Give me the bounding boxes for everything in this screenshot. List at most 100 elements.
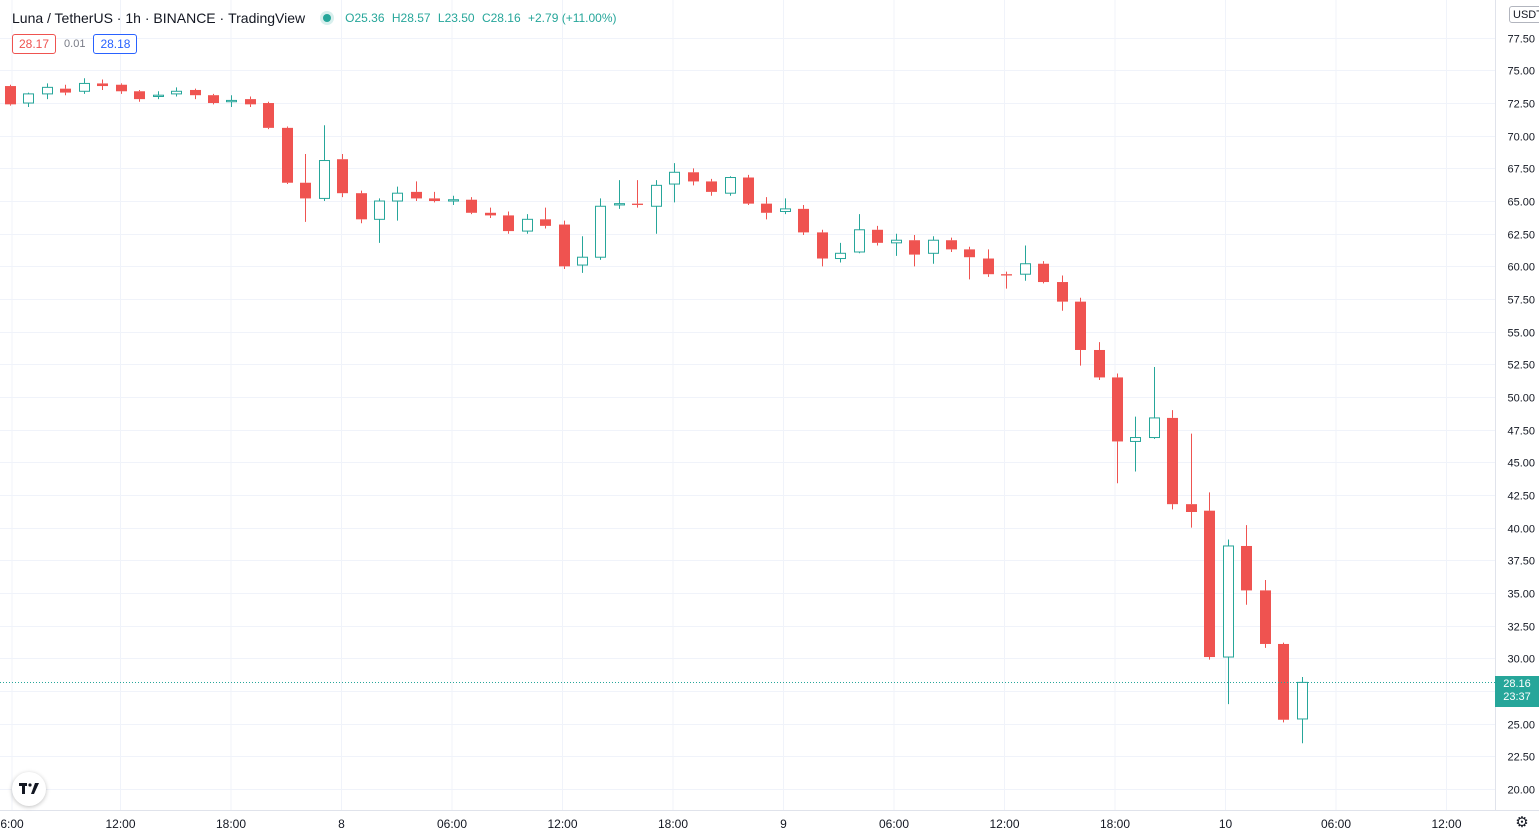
candle xyxy=(245,96,256,107)
symbol-title[interactable]: Luna / TetherUS xyxy=(12,10,113,26)
candle-body xyxy=(1075,301,1086,350)
candle-body xyxy=(337,159,348,194)
candle xyxy=(1038,261,1049,284)
candle-body xyxy=(928,239,939,254)
candle xyxy=(669,163,680,203)
candle xyxy=(134,89,145,102)
spread-value: 0.01 xyxy=(64,38,86,50)
candle xyxy=(798,204,809,236)
price-axis[interactable]: 20.0022.5025.0027.5030.0032.5035.0037.50… xyxy=(1507,34,1535,797)
price-tick-label: 67.50 xyxy=(1507,164,1535,176)
candle xyxy=(1223,539,1234,705)
candle-body xyxy=(153,94,164,98)
price-tick-label: 20.00 xyxy=(1507,785,1535,797)
sell-price-button[interactable]: 28.17 xyxy=(12,34,57,54)
price-tick-label: 47.50 xyxy=(1507,426,1535,438)
candle-body xyxy=(1186,504,1197,513)
candle-body xyxy=(97,83,108,87)
currency-selector[interactable]: USDT⌄ xyxy=(1509,6,1539,23)
currency-label: USDT xyxy=(1513,9,1539,21)
interval-label[interactable]: 1h xyxy=(125,10,141,26)
candle xyxy=(263,101,274,130)
price-tick-label: 62.50 xyxy=(1507,230,1535,242)
candle-body xyxy=(42,86,53,95)
candle xyxy=(503,211,514,234)
candle-body xyxy=(1241,545,1252,591)
candle-body xyxy=(669,171,680,185)
candle xyxy=(1204,492,1215,660)
candle xyxy=(1057,275,1068,311)
candle-body xyxy=(577,256,588,266)
candle xyxy=(190,88,201,100)
candle-body xyxy=(282,127,293,183)
candle xyxy=(964,246,975,280)
candle xyxy=(485,207,496,219)
candle xyxy=(60,84,71,96)
candle-body xyxy=(190,89,201,96)
last-price-value: 28.16 xyxy=(1503,678,1531,690)
candle xyxy=(780,198,791,215)
candle xyxy=(983,249,994,277)
price-tick-label: 42.50 xyxy=(1507,491,1535,503)
candle-body xyxy=(485,212,496,216)
candle-body xyxy=(614,203,625,206)
gear-icon[interactable]: ⚙ xyxy=(1515,814,1529,831)
candle xyxy=(835,242,846,263)
market-status-icon[interactable] xyxy=(323,14,332,22)
candle xyxy=(466,197,477,215)
candle xyxy=(1186,433,1197,528)
price-tick-label: 35.00 xyxy=(1507,589,1535,601)
candle-body xyxy=(263,103,274,128)
candle-body xyxy=(1167,417,1178,505)
price-tick-label: 32.50 xyxy=(1507,622,1535,634)
candle xyxy=(226,95,237,107)
low-value: L23.50 xyxy=(437,11,475,25)
price-tick-label: 30.00 xyxy=(1507,654,1535,666)
time-tick-label: 06:00 xyxy=(879,817,909,831)
candle-body xyxy=(632,203,643,205)
exchange-label: BINANCE xyxy=(153,10,216,26)
time-tick-label: 18:00 xyxy=(216,817,246,831)
candle-body xyxy=(23,93,34,104)
time-tick-label: 06:00 xyxy=(1321,817,1351,831)
candle xyxy=(319,125,330,202)
candle-body xyxy=(116,84,127,92)
time-axis[interactable]: 6:00 12:00 18:00 8 06:00 12:00 18:00 9 06:00 12:0… xyxy=(0,817,1462,831)
candle-body xyxy=(1020,263,1031,275)
tradingview-logo-mark xyxy=(19,783,39,794)
time-tick-label: 06:00 xyxy=(437,817,467,831)
candle xyxy=(891,233,902,256)
time-tick-label: 6:00 xyxy=(0,817,24,831)
candle xyxy=(208,93,219,105)
candle xyxy=(1130,416,1141,472)
separator: · xyxy=(215,10,229,26)
candle-body xyxy=(595,205,606,258)
candle-body xyxy=(411,191,422,199)
time-tick-label: 12:00 xyxy=(1431,817,1461,831)
price-tick-label: 45.00 xyxy=(1507,458,1535,470)
quote-buttons: 28.17 0.01 28.18 xyxy=(12,34,138,54)
price-tick-label: 52.50 xyxy=(1507,360,1535,372)
tradingview-logo-icon[interactable] xyxy=(12,772,46,806)
candle-body xyxy=(60,88,71,93)
candle-body xyxy=(540,219,551,226)
candle xyxy=(725,176,736,196)
candle xyxy=(1167,410,1178,510)
candle-body xyxy=(725,177,736,194)
candle xyxy=(282,126,293,185)
high-value: H28.57 xyxy=(391,11,431,25)
close-value: C28.16 xyxy=(481,11,521,25)
candle xyxy=(1241,525,1252,605)
candle-body xyxy=(964,249,975,258)
candle-body xyxy=(761,203,772,213)
buy-price-button[interactable]: 28.18 xyxy=(93,34,138,54)
bar-countdown: 23:37 xyxy=(1503,691,1531,703)
candle-body xyxy=(1038,263,1049,283)
candle-body xyxy=(503,215,514,232)
candle-body xyxy=(1204,510,1215,658)
price-tick-label: 65.00 xyxy=(1507,197,1535,209)
candle xyxy=(97,79,108,90)
candle-body xyxy=(79,82,90,92)
candle xyxy=(614,180,625,209)
